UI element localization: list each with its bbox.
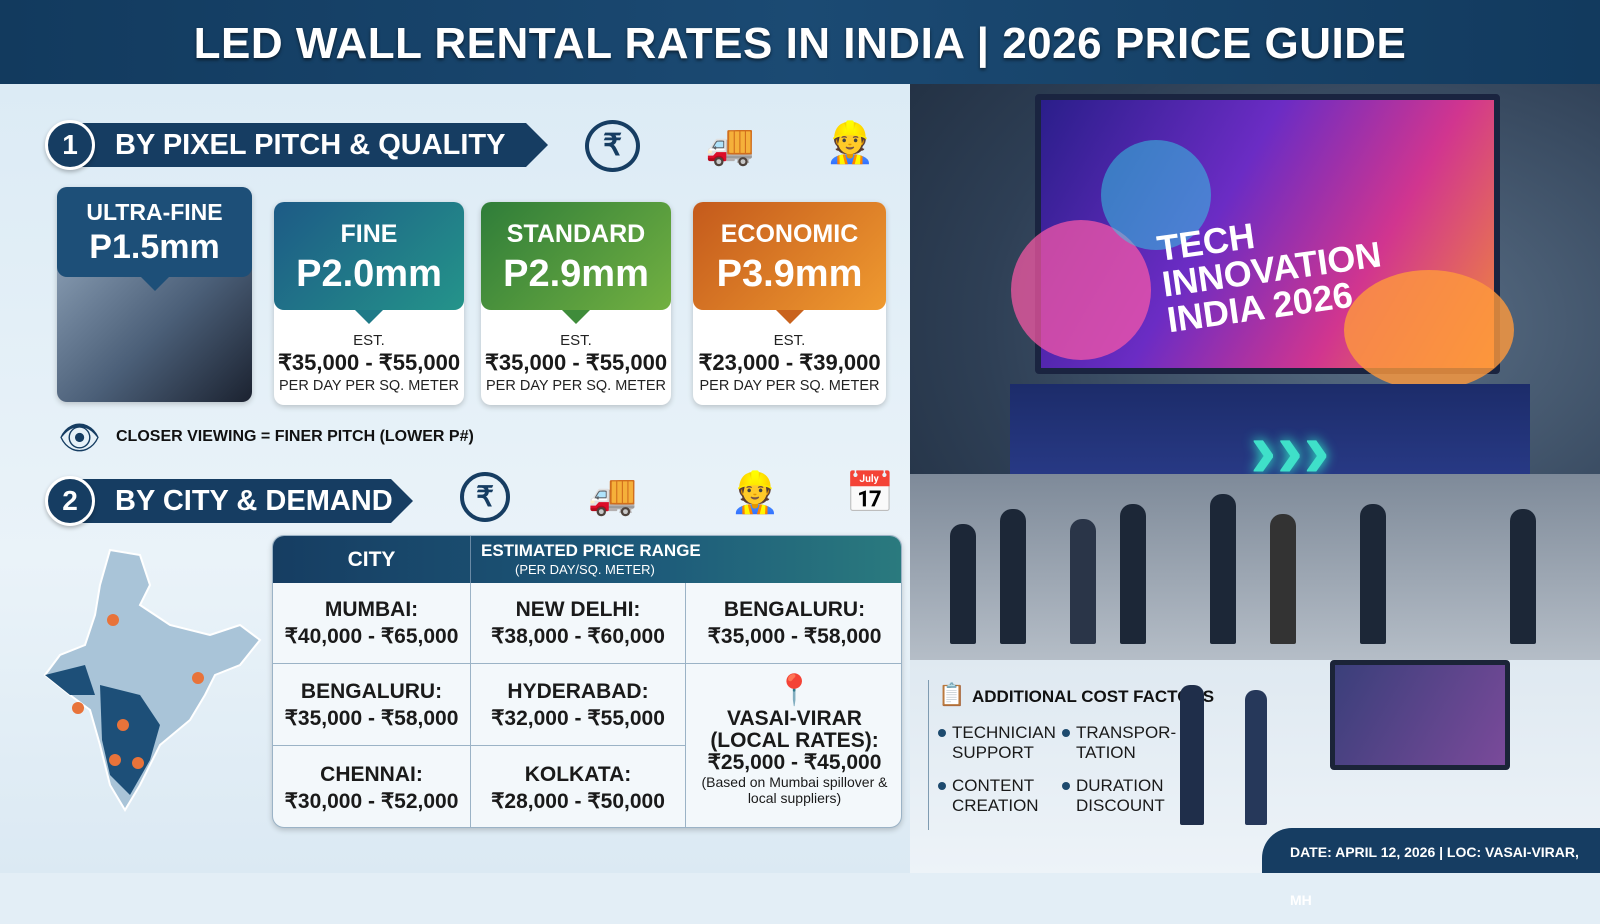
table-cell-bengaluru-2: BENGALURU: ₹35,000 - ₹58,000 [273, 664, 471, 746]
card-label: FINE [340, 220, 398, 248]
card-label: STANDARD [506, 220, 646, 248]
map-pin-icons [72, 614, 204, 769]
card-pitch: P2.0mm [296, 253, 442, 295]
rupee-truck-icon: 🚚 [587, 473, 638, 517]
factor-technician: TECHNICIAN SUPPORT [938, 723, 1058, 763]
checklist-icon: 📋 [938, 682, 966, 707]
section-number: 2 [45, 476, 95, 526]
card-price: ₹35,000 - ₹55,000 [277, 350, 461, 375]
expo-photo: TECH INNOVATION INDIA 2026 ››› [910, 84, 1600, 684]
table-cell-vasai-virar: 📍 VASAI-VIRAR (LOCAL RATES): ₹25,000 - ₹… [686, 664, 901, 827]
factor-content: CONTENT CREATION [938, 776, 1048, 816]
header-range-sub: (PER DAY/SQ. METER) [515, 562, 655, 577]
card-pitch: P1.5mm [89, 228, 220, 266]
table-cell-kolkata: KOLKATA: ₹28,000 - ₹50,000 [471, 746, 686, 827]
viewing-note: CLOSER VIEWING = FINER PITCH (LOWER P#) [116, 428, 474, 445]
card-label: ULTRA-FINE [86, 199, 223, 225]
cost-factors-heading: ADDITIONAL COST FACTORS [972, 687, 1215, 706]
table-cell-bengaluru: BENGALURU: ₹35,000 - ₹58,000 [686, 583, 901, 664]
section-heading: BY CITY & DEMAND [73, 479, 413, 523]
card-economic: ECONOMIC P3.9mm EST. ₹23,000 - ₹39,000 P… [693, 202, 886, 405]
dashboard-illustration [1330, 660, 1510, 770]
table-header: CITY ESTIMATED PRICE RANGE (PER DAY/SQ. … [273, 536, 901, 583]
rupee-icon: ₹ [585, 120, 640, 172]
card-fine: FINE P2.0mm EST. ₹35,000 - ₹55,000 PER D… [274, 202, 464, 405]
card-unit: PER DAY PER SQ. METER [699, 378, 880, 394]
card-price: ₹35,000 - ₹55,000 [484, 350, 668, 375]
section-heading: BY PIXEL PITCH & QUALITY [73, 123, 548, 167]
header-range: ESTIMATED PRICE RANGE [481, 541, 701, 560]
section1-header: 1 BY PIXEL PITCH & QUALITY [45, 120, 555, 170]
technician-icon: 👷 [730, 471, 780, 515]
card-est: EST. [353, 332, 385, 349]
card-pitch: P2.9mm [503, 253, 649, 295]
card-label: ECONOMIC [720, 220, 859, 248]
businessman-illustration [1180, 685, 1204, 825]
calendar-clock-icon: 📅 [845, 471, 895, 515]
table-cell-new-delhi: NEW DELHI: ₹38,000 - ₹60,000 [471, 583, 686, 664]
card-standard: STANDARD P2.9mm EST. ₹35,000 - ₹55,000 P… [481, 202, 671, 405]
header-city: CITY [273, 536, 471, 583]
table-cell-mumbai: MUMBAI: ₹40,000 - ₹65,000 [273, 583, 471, 664]
table-cell-chennai: CHENNAI: ₹30,000 - ₹52,000 [273, 746, 471, 827]
crowd [910, 474, 1600, 684]
businesswoman-illustration [1245, 690, 1267, 825]
card-price: ₹23,000 - ₹39,000 [698, 350, 881, 375]
eye-magnifier-icon: 👁 [58, 419, 102, 457]
location-pin-icon: 📍 [775, 674, 814, 707]
section-number: 1 [45, 120, 95, 170]
card-unit: PER DAY PER SQ. METER [486, 378, 666, 394]
date-location-footer: DATE: APRIL 12, 2026 | LOC: VASAI-VIRAR,… [1262, 828, 1600, 908]
card-ultra-fine: ULTRA-FINE P1.5mm [57, 187, 252, 402]
section2-header: 2 BY CITY & DEMAND [45, 476, 415, 526]
card-unit: PER DAY PER SQ. METER [279, 378, 459, 394]
card-est: EST. [560, 332, 592, 349]
delivery-truck-icon: 🚚 [705, 123, 755, 167]
led-screen: TECH INNOVATION INDIA 2026 [1011, 94, 1514, 390]
city-price-table: CITY ESTIMATED PRICE RANGE (PER DAY/SQ. … [272, 535, 902, 828]
table-cell-hyderabad: HYDERABAD: ₹32,000 - ₹55,000 [471, 664, 686, 746]
page-title: LED WALL RENTAL RATES IN INDIA | 2026 PR… [0, 0, 1600, 84]
india-map [43, 548, 262, 812]
rupee-icon: ₹ [460, 472, 510, 522]
card-est: EST. [773, 332, 806, 349]
factor-transportation: TRANSPOR-TATION [1062, 723, 1176, 763]
factor-duration: DURATION DISCOUNT [1062, 776, 1172, 816]
card-pitch: P3.9mm [716, 253, 863, 295]
technician-growth-icon: 👷 [825, 121, 875, 165]
